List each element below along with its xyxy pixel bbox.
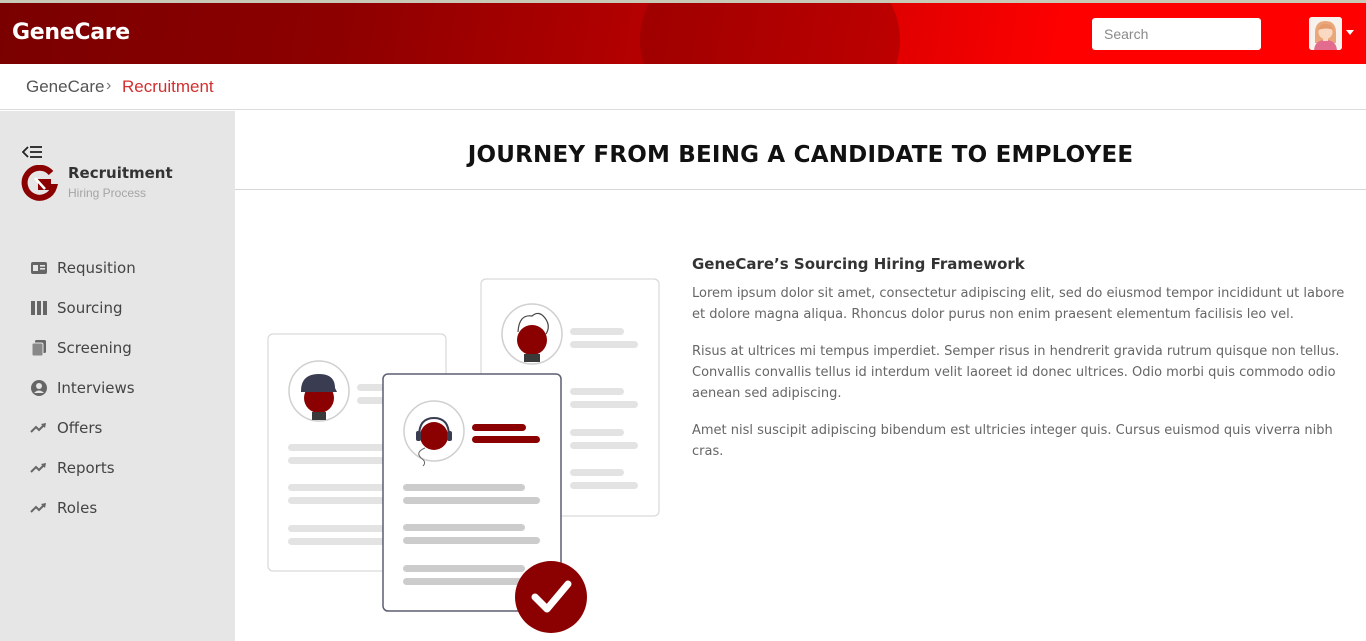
breadcrumb: GeneCare › Recruitment bbox=[0, 64, 1366, 110]
framework-description: GeneCare’s Sourcing Hiring Framework Lor… bbox=[692, 255, 1352, 478]
page-title-bar: JOURNEY FROM BEING A CANDIDATE TO EMPLOY… bbox=[235, 111, 1366, 190]
framework-heading: GeneCare’s Sourcing Hiring Framework bbox=[692, 255, 1025, 273]
sidebar-item-label: Screening bbox=[57, 339, 132, 357]
page-title: JOURNEY FROM BEING A CANDIDATE TO EMPLOY… bbox=[467, 142, 1134, 168]
user-avatar-icon[interactable] bbox=[1309, 17, 1342, 50]
sidebar-item-label: Requsition bbox=[57, 259, 136, 277]
sidebar-item-label: Offers bbox=[57, 419, 103, 437]
columns-icon bbox=[30, 299, 48, 317]
search-input[interactable] bbox=[1092, 18, 1261, 50]
sidebar-item-roles[interactable]: Roles bbox=[0, 488, 235, 528]
id-card-icon bbox=[30, 259, 48, 277]
sidebar-subtitle: Hiring Process bbox=[68, 186, 147, 200]
genecare-logo-icon bbox=[21, 164, 59, 201]
trend-up-icon bbox=[30, 459, 48, 477]
collapse-sidebar-icon[interactable] bbox=[21, 144, 44, 160]
sidebar-item-label: Roles bbox=[57, 499, 98, 517]
sidebar-item-label: Sourcing bbox=[57, 299, 123, 317]
brand-logo-text[interactable]: GeneCare bbox=[12, 20, 130, 45]
sidebar-item-reports[interactable]: Reports bbox=[0, 448, 235, 488]
trend-up-icon bbox=[30, 499, 48, 517]
sidebar-item-requisition[interactable]: Requsition bbox=[0, 248, 235, 288]
resume-illustration bbox=[265, 276, 665, 636]
user-circle-icon bbox=[30, 379, 48, 397]
sidebar-item-interviews[interactable]: Interviews bbox=[0, 368, 235, 408]
framework-paragraph: Lorem ipsum dolor sit amet, consectetur … bbox=[692, 286, 1345, 322]
copy-icon bbox=[30, 339, 48, 357]
sidebar-item-offers[interactable]: Offers bbox=[0, 408, 235, 448]
sidebar-item-label: Interviews bbox=[57, 379, 135, 397]
sidebar: Recruitment Hiring Process Requsition So… bbox=[0, 111, 235, 641]
sidebar-title: Recruitment bbox=[68, 164, 173, 182]
chevron-down-icon[interactable] bbox=[1346, 30, 1354, 35]
breadcrumb-separator: › bbox=[106, 77, 112, 94]
framework-paragraph: Risus at ultrices mi tempus imperdiet. S… bbox=[692, 344, 1340, 401]
sidebar-nav: Requsition Sourcing Screening Interviews… bbox=[0, 248, 235, 528]
top-header: GeneCare bbox=[0, 0, 1366, 64]
breadcrumb-current: Recruitment bbox=[122, 77, 214, 96]
sidebar-item-label: Reports bbox=[57, 459, 115, 477]
main-content: JOURNEY FROM BEING A CANDIDATE TO EMPLOY… bbox=[235, 111, 1366, 641]
framework-paragraph: Amet nisl suscipit adipiscing bibendum e… bbox=[692, 423, 1333, 459]
sidebar-item-sourcing[interactable]: Sourcing bbox=[0, 288, 235, 328]
breadcrumb-root-link[interactable]: GeneCare bbox=[26, 77, 105, 96]
sidebar-item-screening[interactable]: Screening bbox=[0, 328, 235, 368]
trend-up-icon bbox=[30, 419, 48, 437]
